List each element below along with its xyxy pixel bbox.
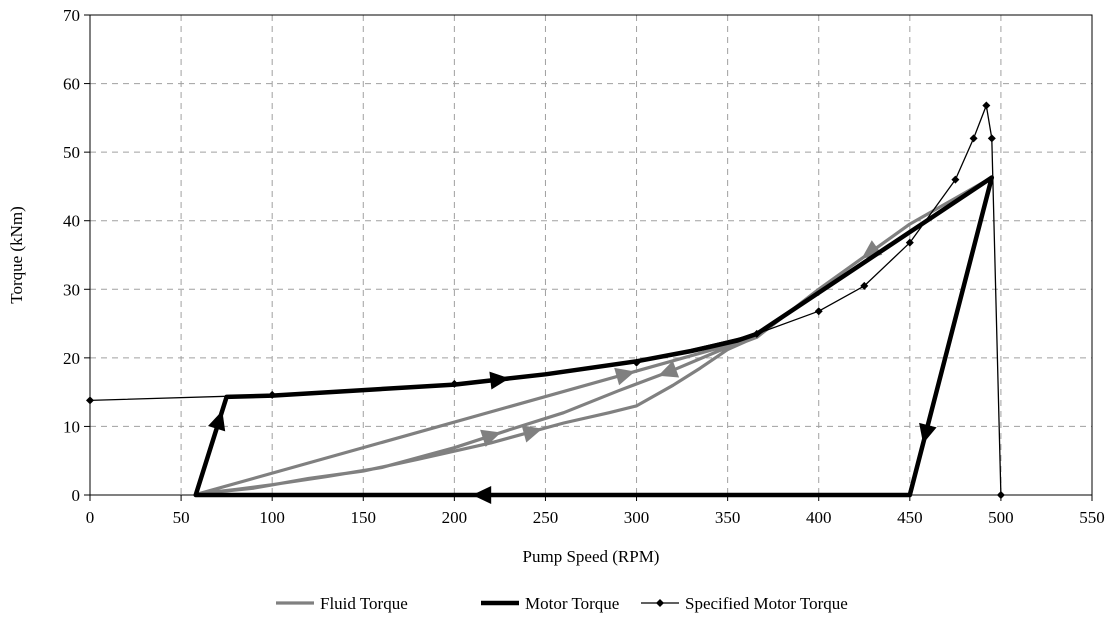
y-axis-label: Torque (kNm) xyxy=(7,206,26,303)
legend-label: Specified Motor Torque xyxy=(685,594,848,613)
direction-arrow xyxy=(208,410,226,432)
series-line xyxy=(193,175,995,498)
x-tick-label: 400 xyxy=(806,508,832,527)
data-point xyxy=(905,238,914,247)
legend: Fluid Torque Motor Torque Specified Motor … xyxy=(276,594,848,613)
direction-arrow xyxy=(489,371,510,390)
y-tick-label: 50 xyxy=(63,143,80,162)
legend-item-fluid-torque: Fluid Torque xyxy=(276,594,408,613)
direction-arrow xyxy=(480,429,501,447)
y-axis-ticks: 0 10 20 30 40 50 60 70 xyxy=(63,6,90,505)
legend-label: Fluid Torque xyxy=(320,594,408,613)
data-point xyxy=(814,307,823,316)
series-layer xyxy=(86,101,1005,504)
x-axis-ticks: 0 50 100 150 200 250 300 350 400 450 500 550 xyxy=(86,495,1105,527)
data-point xyxy=(987,134,996,143)
y-tick-label: 30 xyxy=(63,280,80,299)
data-point xyxy=(969,134,978,143)
direction-arrow xyxy=(472,486,492,504)
series-line xyxy=(197,175,994,496)
direction-arrow xyxy=(614,367,635,386)
x-tick-label: 350 xyxy=(715,508,741,527)
direction-arrow xyxy=(658,360,680,378)
x-tick-label: 250 xyxy=(533,508,559,527)
x-tick-label: 300 xyxy=(624,508,650,527)
x-tick-label: 100 xyxy=(259,508,285,527)
y-tick-label: 70 xyxy=(63,6,80,25)
data-point xyxy=(632,358,641,367)
x-tick-label: 0 xyxy=(86,508,95,527)
data-point xyxy=(268,390,277,399)
y-tick-label: 60 xyxy=(63,75,80,94)
grid-lines xyxy=(90,15,1092,495)
legend-label: Motor Torque xyxy=(525,594,619,613)
x-tick-label: 500 xyxy=(988,508,1014,527)
data-point xyxy=(752,329,761,338)
plot-frame xyxy=(89,14,1093,496)
x-axis-label: Pump Speed (RPM) xyxy=(523,547,660,566)
series-motor-torque xyxy=(193,175,995,504)
data-point xyxy=(450,379,459,388)
x-tick-label: 200 xyxy=(442,508,468,527)
legend-item-motor-torque: Motor Torque xyxy=(481,594,619,613)
data-point xyxy=(996,491,1005,499)
x-tick-label: 550 xyxy=(1079,508,1105,527)
series-fluid-torque xyxy=(197,175,994,496)
data-point xyxy=(982,101,991,110)
series-specified-motor-torque xyxy=(86,101,1005,499)
direction-arrow xyxy=(919,422,937,444)
x-tick-label: 150 xyxy=(351,508,377,527)
x-tick-label: 450 xyxy=(897,508,923,527)
y-tick-label: 40 xyxy=(63,212,80,231)
y-tick-label: 10 xyxy=(63,417,80,436)
data-point xyxy=(951,175,960,184)
data-point xyxy=(86,396,94,405)
legend-marker xyxy=(656,599,664,607)
legend-item-specified-motor-torque: Specified Motor Torque xyxy=(641,594,848,613)
x-tick-label: 50 xyxy=(173,508,190,527)
y-tick-label: 20 xyxy=(63,349,80,368)
direction-arrow xyxy=(521,425,543,443)
data-point xyxy=(860,281,869,290)
y-tick-label: 0 xyxy=(72,486,81,505)
